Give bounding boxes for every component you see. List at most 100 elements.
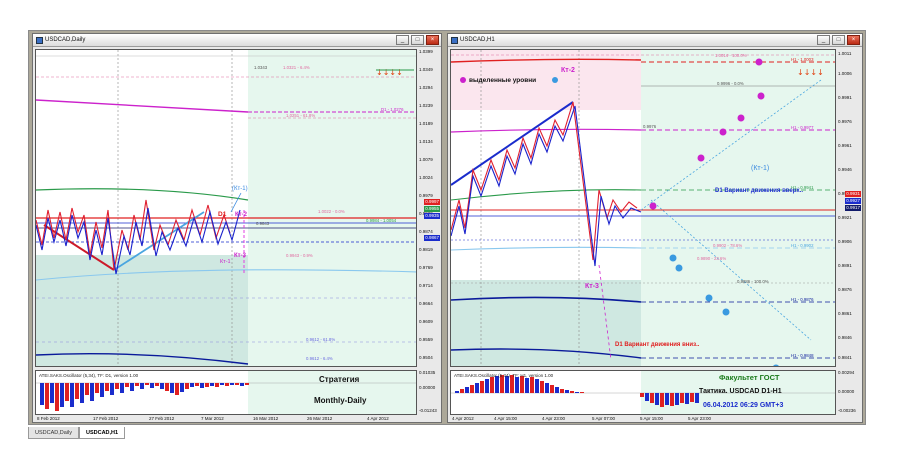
light-blue-ma: [36, 269, 416, 281]
green-ma: [36, 188, 249, 201]
kt3-pointer: [598, 264, 612, 361]
level-label: 1.0014 - 100.0%: [715, 53, 747, 58]
price-axis[interactable]: 1.0399 1.0349 1.0294 1.0239 1.0189 1.013…: [419, 49, 440, 360]
price-chart-svg: Кт-2 выделенные уровни (Кт-1) D1 Вариант…: [451, 50, 835, 366]
oscillator-bar: [235, 383, 239, 385]
window-title: USDCAD,Daily: [45, 37, 86, 43]
oscillator-bar: [75, 383, 79, 399]
price-line-blue: [36, 207, 241, 275]
oscillator-bar: [655, 393, 659, 405]
level-label: 0.9843: [256, 221, 270, 226]
dark-blue-ma: [451, 296, 642, 303]
oscillator-bar: [65, 383, 69, 401]
legend-dot-icon: [460, 77, 466, 83]
blue-trend-line: [451, 101, 574, 186]
oscillator-bar: [155, 383, 159, 386]
annotation-kt1: (Кт-1): [751, 165, 769, 172]
level-label: 0.9976: [643, 124, 657, 129]
oscillator-bar: [60, 383, 64, 407]
chart-window-h1[interactable]: USDCAD,H1 _ □ ×: [447, 33, 863, 423]
projection-down-line: [650, 199, 812, 341]
oscillator-bar: [45, 383, 49, 409]
mdi-workspace: USDCAD,Daily _ □ ×: [28, 30, 866, 425]
oscillator-bar: [70, 383, 74, 407]
level-label: H1 - 0.9902: [791, 243, 814, 248]
price-axis[interactable]: 1.0011 1.0006 0.9991 0.9976 0.9961 0.994…: [838, 51, 861, 360]
window-titlebar[interactable]: USDCAD,H1 _ □ ×: [448, 34, 862, 47]
maximize-button[interactable]: □: [411, 35, 424, 45]
oscillator-bar: [465, 387, 469, 393]
level-dot: [675, 264, 683, 272]
level-label: H1 - 0.9941: [791, 185, 814, 190]
oscillator-bars: [455, 375, 699, 407]
oscillator-bar: [460, 389, 464, 393]
maximize-button[interactable]: □: [832, 35, 845, 45]
oscillator-bar: [160, 383, 164, 389]
annotation-kt2: Кт-2: [561, 67, 575, 74]
oscillator-bar: [120, 383, 124, 393]
level-dot: [722, 308, 730, 316]
price-chart[interactable]: (Кт-1) D1 Кт-2 Кт-3 Кт-1 1.0343 1.0321 -…: [35, 49, 417, 367]
oscillator-bar: [645, 393, 649, 401]
level-dot: [755, 58, 763, 66]
level-label: 1.0251 - 61.8%: [286, 113, 315, 118]
level-dot: [697, 154, 705, 162]
level-label: 0.9996 - 0.0%: [717, 81, 744, 86]
oscillator-bar: [545, 383, 549, 393]
price-tag: 0.9935: [424, 213, 440, 219]
green-ma: [451, 189, 642, 201]
oscillator-bar: [165, 383, 169, 391]
price-chart-svg: (Кт-1) D1 Кт-2 Кт-3 Кт-1 1.0343 1.0321 -…: [36, 50, 416, 366]
oscillator-panel[interactable]: ATEI.SAKS.Oscillator (5,34), TF: D1, ver…: [35, 370, 417, 415]
oscillator-bar: [180, 383, 184, 392]
oscillator-bar: [660, 393, 664, 407]
annotation-up-variant: D1 Вариант движения вверх..: [715, 188, 803, 194]
oscillator-bar: [570, 391, 574, 393]
green-zone: [641, 50, 835, 366]
chart-window-daily[interactable]: USDCAD,Daily _ □ ×: [32, 33, 442, 423]
magenta-ma: [451, 128, 642, 133]
oscillator-bar: [220, 383, 224, 385]
oscillator-bar: [240, 383, 244, 386]
tab-usdcad-daily[interactable]: USDCAD,Daily: [28, 427, 79, 439]
oscillator-bar: [95, 383, 99, 393]
annotation-kt2: Кт-2: [235, 212, 248, 218]
oscillator-bars: [40, 383, 249, 411]
annotation-kt1-top: (Кт-1): [232, 186, 248, 192]
window-titlebar[interactable]: USDCAD,Daily _ □ ×: [33, 34, 441, 47]
oscillator-bar: [135, 383, 139, 386]
level-label: H1 - 0.9876: [791, 297, 814, 302]
oscillator-bar: [150, 383, 154, 388]
strategy-subtitle: Monthly-Daily: [314, 396, 367, 405]
oscillator-bar: [245, 383, 249, 385]
window-title: USDCAD,H1: [460, 37, 495, 43]
close-button[interactable]: ×: [426, 35, 439, 45]
price-chart[interactable]: Кт-2 выделенные уровни (Кт-1) D1 Вариант…: [450, 49, 836, 367]
price-line-blue: [451, 105, 642, 267]
oscillator-bar: [580, 392, 584, 393]
oscillator-bar: [100, 383, 104, 397]
oscillator-bar: [80, 383, 84, 403]
oscillator-bar: [500, 375, 504, 393]
minimize-button[interactable]: _: [396, 35, 409, 45]
strategy-title: Стратегия: [319, 375, 360, 384]
oscillator-bar: [90, 383, 94, 401]
oscillator-bar: [200, 383, 204, 388]
oscillator-bar: [650, 393, 654, 403]
oscillator-bar: [550, 385, 554, 393]
green-zone: [641, 371, 835, 414]
tab-usdcad-h1[interactable]: USDCAD,H1: [78, 427, 126, 439]
annotation-kt1-bottom: Кт-1: [220, 259, 231, 265]
level-label: 0.9612 - 6.4%: [306, 356, 333, 361]
annotation-kt3: Кт-3: [234, 253, 247, 259]
level-dot: [705, 294, 713, 302]
level-dot: [737, 114, 745, 122]
oscillator-bar: [695, 393, 699, 403]
oscillator-bar: [470, 385, 474, 393]
teal-zone: [451, 280, 641, 366]
level-label: H1 - 1.0003: [791, 57, 814, 62]
close-button[interactable]: ×: [847, 35, 860, 45]
oscillator-panel[interactable]: ATEI.SAKS.Oscillator (5,34), TF: H1, ver…: [450, 370, 836, 415]
minimize-button[interactable]: _: [817, 35, 830, 45]
oscillator-bar: [670, 393, 674, 406]
